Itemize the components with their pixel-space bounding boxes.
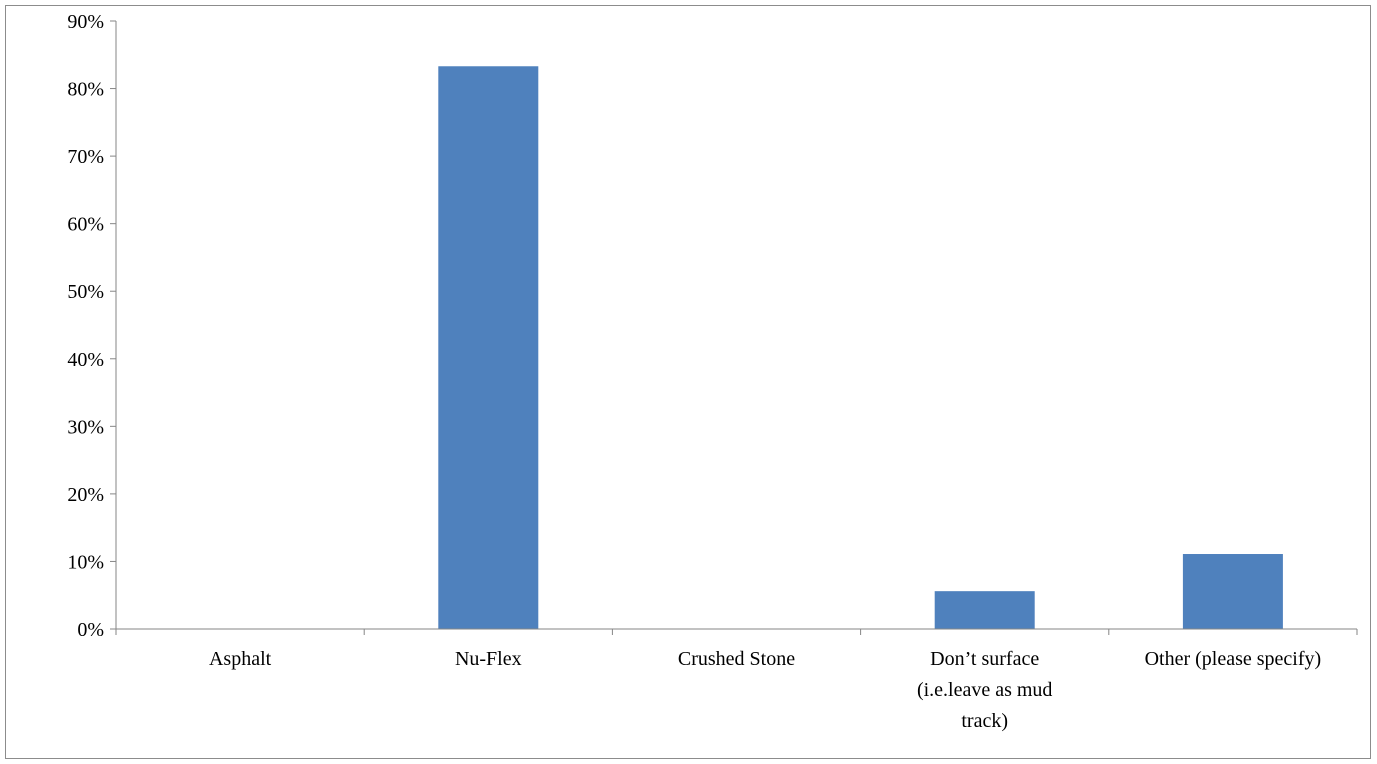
y-tick-label-2: 20% bbox=[67, 484, 104, 506]
y-tick-label-7: 70% bbox=[67, 146, 104, 168]
x-tick-label-0: Asphalt bbox=[209, 648, 272, 670]
y-tick-label-6: 60% bbox=[67, 214, 104, 236]
y-tick-label-0: 0% bbox=[77, 619, 104, 641]
bar-3 bbox=[934, 591, 1035, 629]
y-tick-label-3: 30% bbox=[67, 416, 104, 438]
y-tick-label-5: 50% bbox=[67, 281, 104, 303]
axes-group bbox=[110, 20, 1358, 635]
bars-group bbox=[438, 66, 1283, 630]
y-tick-label-8: 80% bbox=[67, 79, 104, 101]
x-tick-label-1: Nu-Flex bbox=[455, 648, 522, 670]
y-tick-label-4: 40% bbox=[67, 349, 104, 371]
labels-group: 0% 10% 20% 30% 40% 50% 60% 70% 80% 90% Asphalt Nu-F… bbox=[67, 11, 1321, 732]
bar-4 bbox=[1182, 554, 1283, 629]
y-tick-label-9: 90% bbox=[67, 11, 104, 33]
x-tick-label-3: Don’t surface (i.e.leave as mud track) bbox=[917, 648, 1053, 732]
x-tick-label-4: Other (please specify) bbox=[1145, 648, 1322, 670]
y-tick-label-1: 10% bbox=[67, 551, 104, 573]
bar-1 bbox=[438, 66, 539, 630]
chart-frame bbox=[5, 5, 1371, 759]
x-tick-label-2: Crushed Stone bbox=[678, 648, 795, 670]
